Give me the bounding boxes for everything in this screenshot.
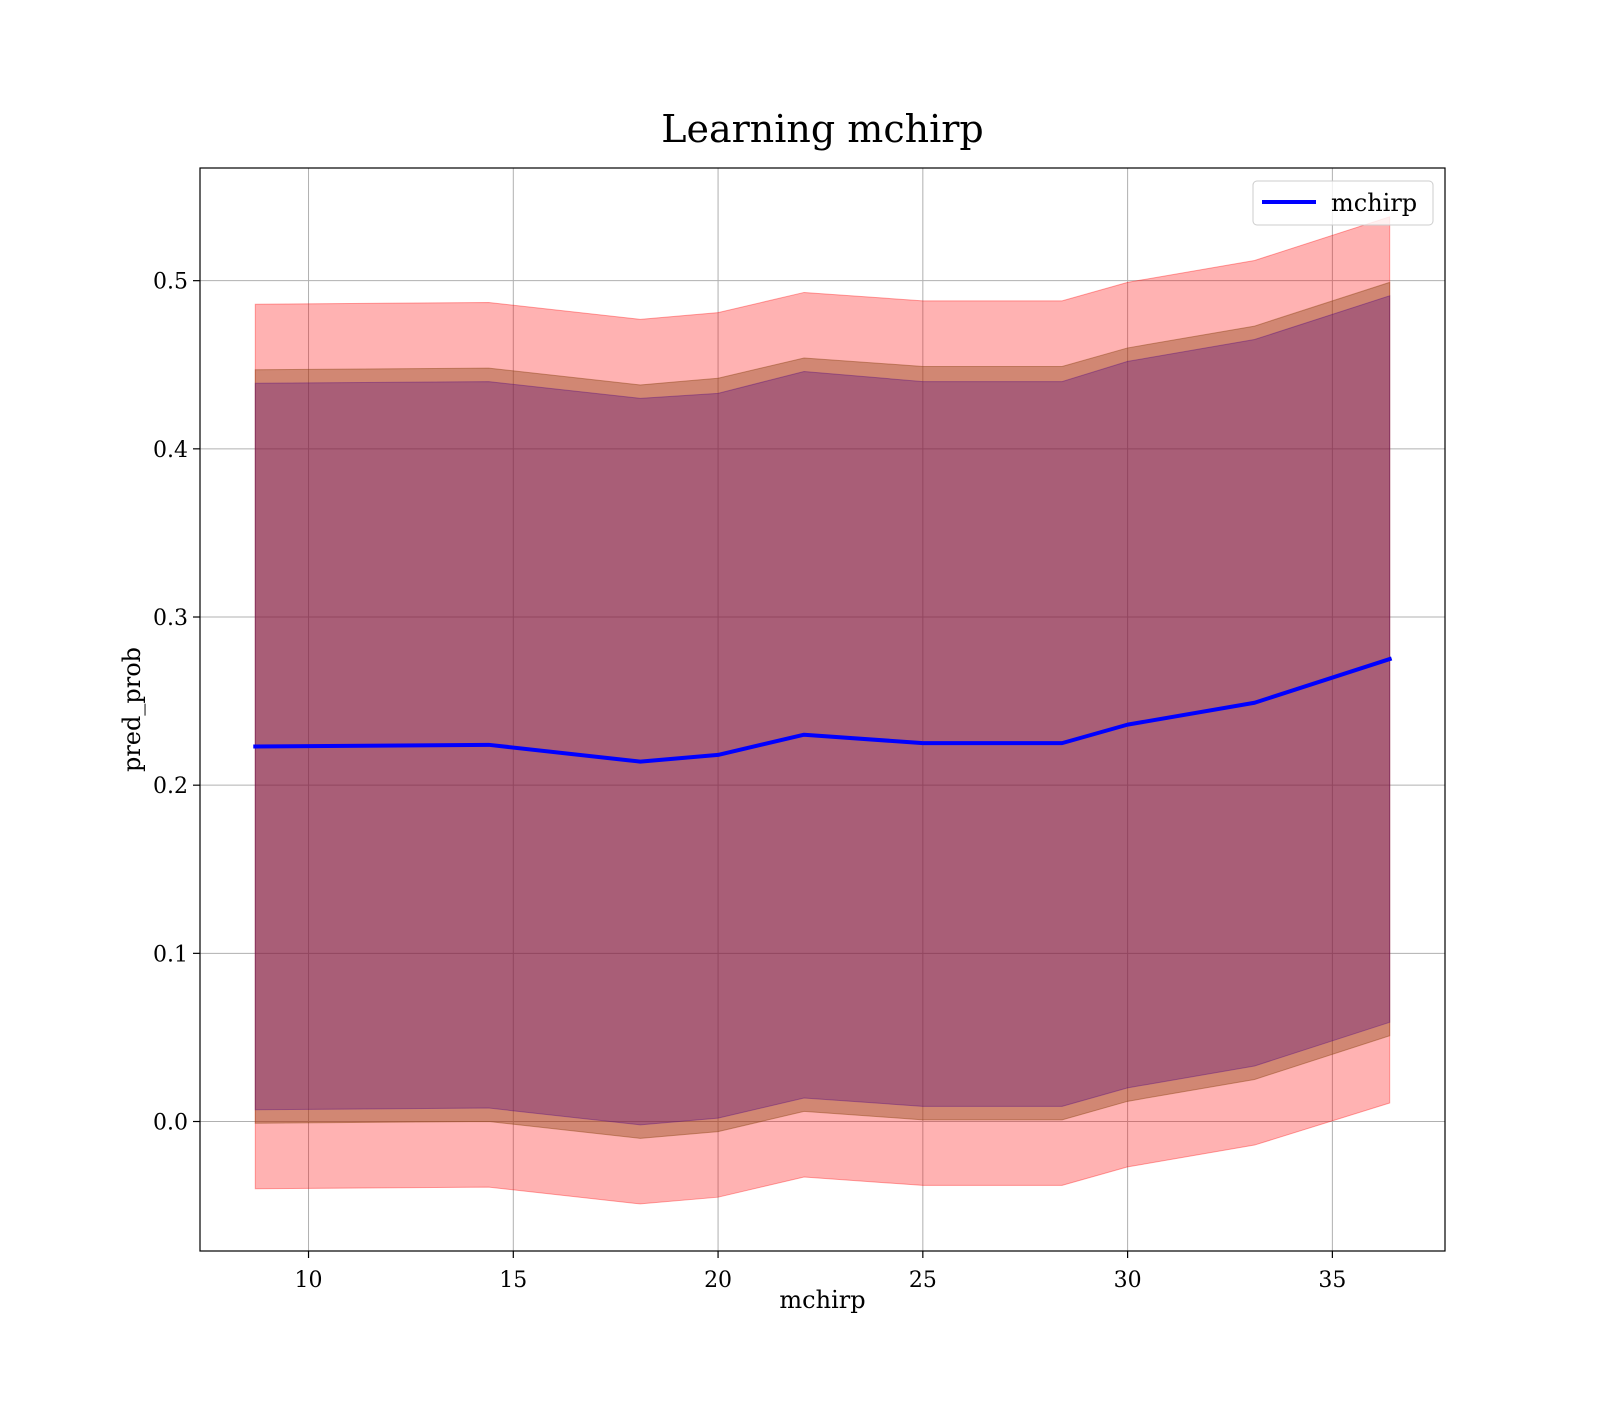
ticks: 10 15 20 25 30 35 0.0 0.1 0.2 0.3 0.4 0.5 <box>153 270 1346 1293</box>
confidence-band-3 <box>254 295 1391 1126</box>
x-tick-label: 15 <box>499 1268 527 1293</box>
series-line-mchirp <box>253 656 1393 764</box>
confidence-band-2 <box>254 281 1391 1139</box>
y-tick-label: 0.2 <box>153 774 188 799</box>
plot-frame <box>199 167 1446 1252</box>
y-tick-label: 0.1 <box>153 942 188 967</box>
legend-box <box>1252 180 1434 226</box>
x-axis-label: mchirp <box>779 1286 865 1314</box>
x-tick-label: 35 <box>1318 1268 1346 1293</box>
grid <box>200 168 1445 1251</box>
x-tick-label: 20 <box>704 1268 732 1293</box>
confidence-bands <box>254 216 1391 1205</box>
y-tick-label: 0.0 <box>153 1111 188 1136</box>
chart-title: Learning mchirp <box>661 107 983 151</box>
x-tick-label: 25 <box>909 1268 937 1293</box>
legend: mchirp <box>1252 180 1434 226</box>
y-tick-label: 0.4 <box>153 438 188 463</box>
confidence-band-1 <box>254 216 1391 1205</box>
y-tick-label: 0.3 <box>153 606 188 631</box>
legend-label-mchirp: mchirp <box>1331 189 1417 217</box>
y-tick-label: 0.5 <box>153 270 188 295</box>
series-lines <box>253 656 1393 764</box>
y-axis-label: pred_prob <box>118 647 146 772</box>
x-tick-label: 10 <box>295 1268 323 1293</box>
x-tick-label: 30 <box>1114 1268 1142 1293</box>
